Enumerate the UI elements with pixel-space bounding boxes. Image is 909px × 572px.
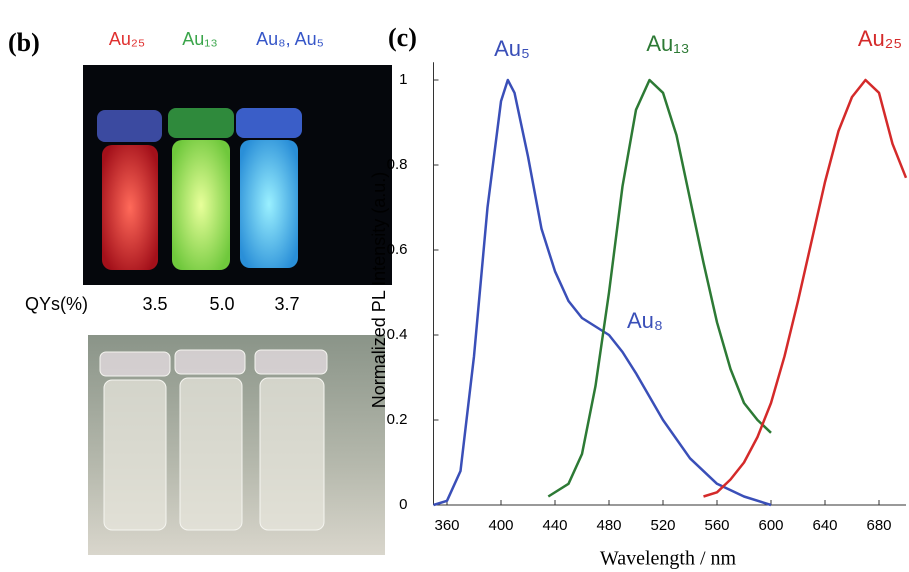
annotation: Au₈	[627, 308, 663, 333]
pl-curve	[434, 80, 772, 505]
panel-label: (b)	[8, 28, 40, 57]
y-tick-label: 0.6	[387, 241, 408, 258]
x-tick-label: 440	[542, 517, 567, 534]
y-tick-label: 0.8	[387, 156, 408, 173]
y-tick-label: 0.2	[387, 411, 408, 428]
qy-value: 3.5	[142, 294, 167, 314]
series-label: Au₅	[494, 36, 530, 61]
x-tick-label: 520	[650, 517, 675, 534]
y-tick-label: 1	[399, 71, 407, 88]
y-tick-label: 0.4	[387, 326, 408, 343]
x-axis-label: Wavelength / nm	[600, 548, 737, 570]
x-tick-label: 360	[434, 517, 459, 534]
figure: (b) Au₂₅Au₁₃Au₈, Au₅ QYs(%) 3.5 5.0 3.7 …	[0, 0, 909, 572]
vials-uv	[97, 108, 302, 270]
y-axis-label: Normalized PL Intensity (a.u.)	[369, 172, 389, 408]
photo-label: Au₈, Au₅	[256, 29, 324, 49]
panel-label: (c)	[388, 23, 417, 52]
x-tick-label: 400	[488, 517, 513, 534]
qy-value: 5.0	[209, 294, 234, 314]
y-tick-label: 0	[399, 496, 407, 513]
x-tick-label: 480	[596, 517, 621, 534]
series-label: Au₁₃	[646, 31, 689, 56]
series-label: Au₂₅	[858, 26, 902, 51]
qy-label: QYs(%)	[25, 294, 88, 314]
pl-curve	[704, 80, 907, 497]
x-tick-label: 640	[812, 517, 837, 534]
x-tick-label: 680	[866, 517, 891, 534]
photo-label: Au₂₅	[109, 29, 145, 49]
pl-curve	[548, 80, 771, 497]
photo-label: Au₁₃	[182, 29, 217, 49]
x-tick-label: 600	[758, 517, 783, 534]
qy-value: 3.7	[274, 294, 299, 314]
x-tick-label: 560	[704, 517, 729, 534]
